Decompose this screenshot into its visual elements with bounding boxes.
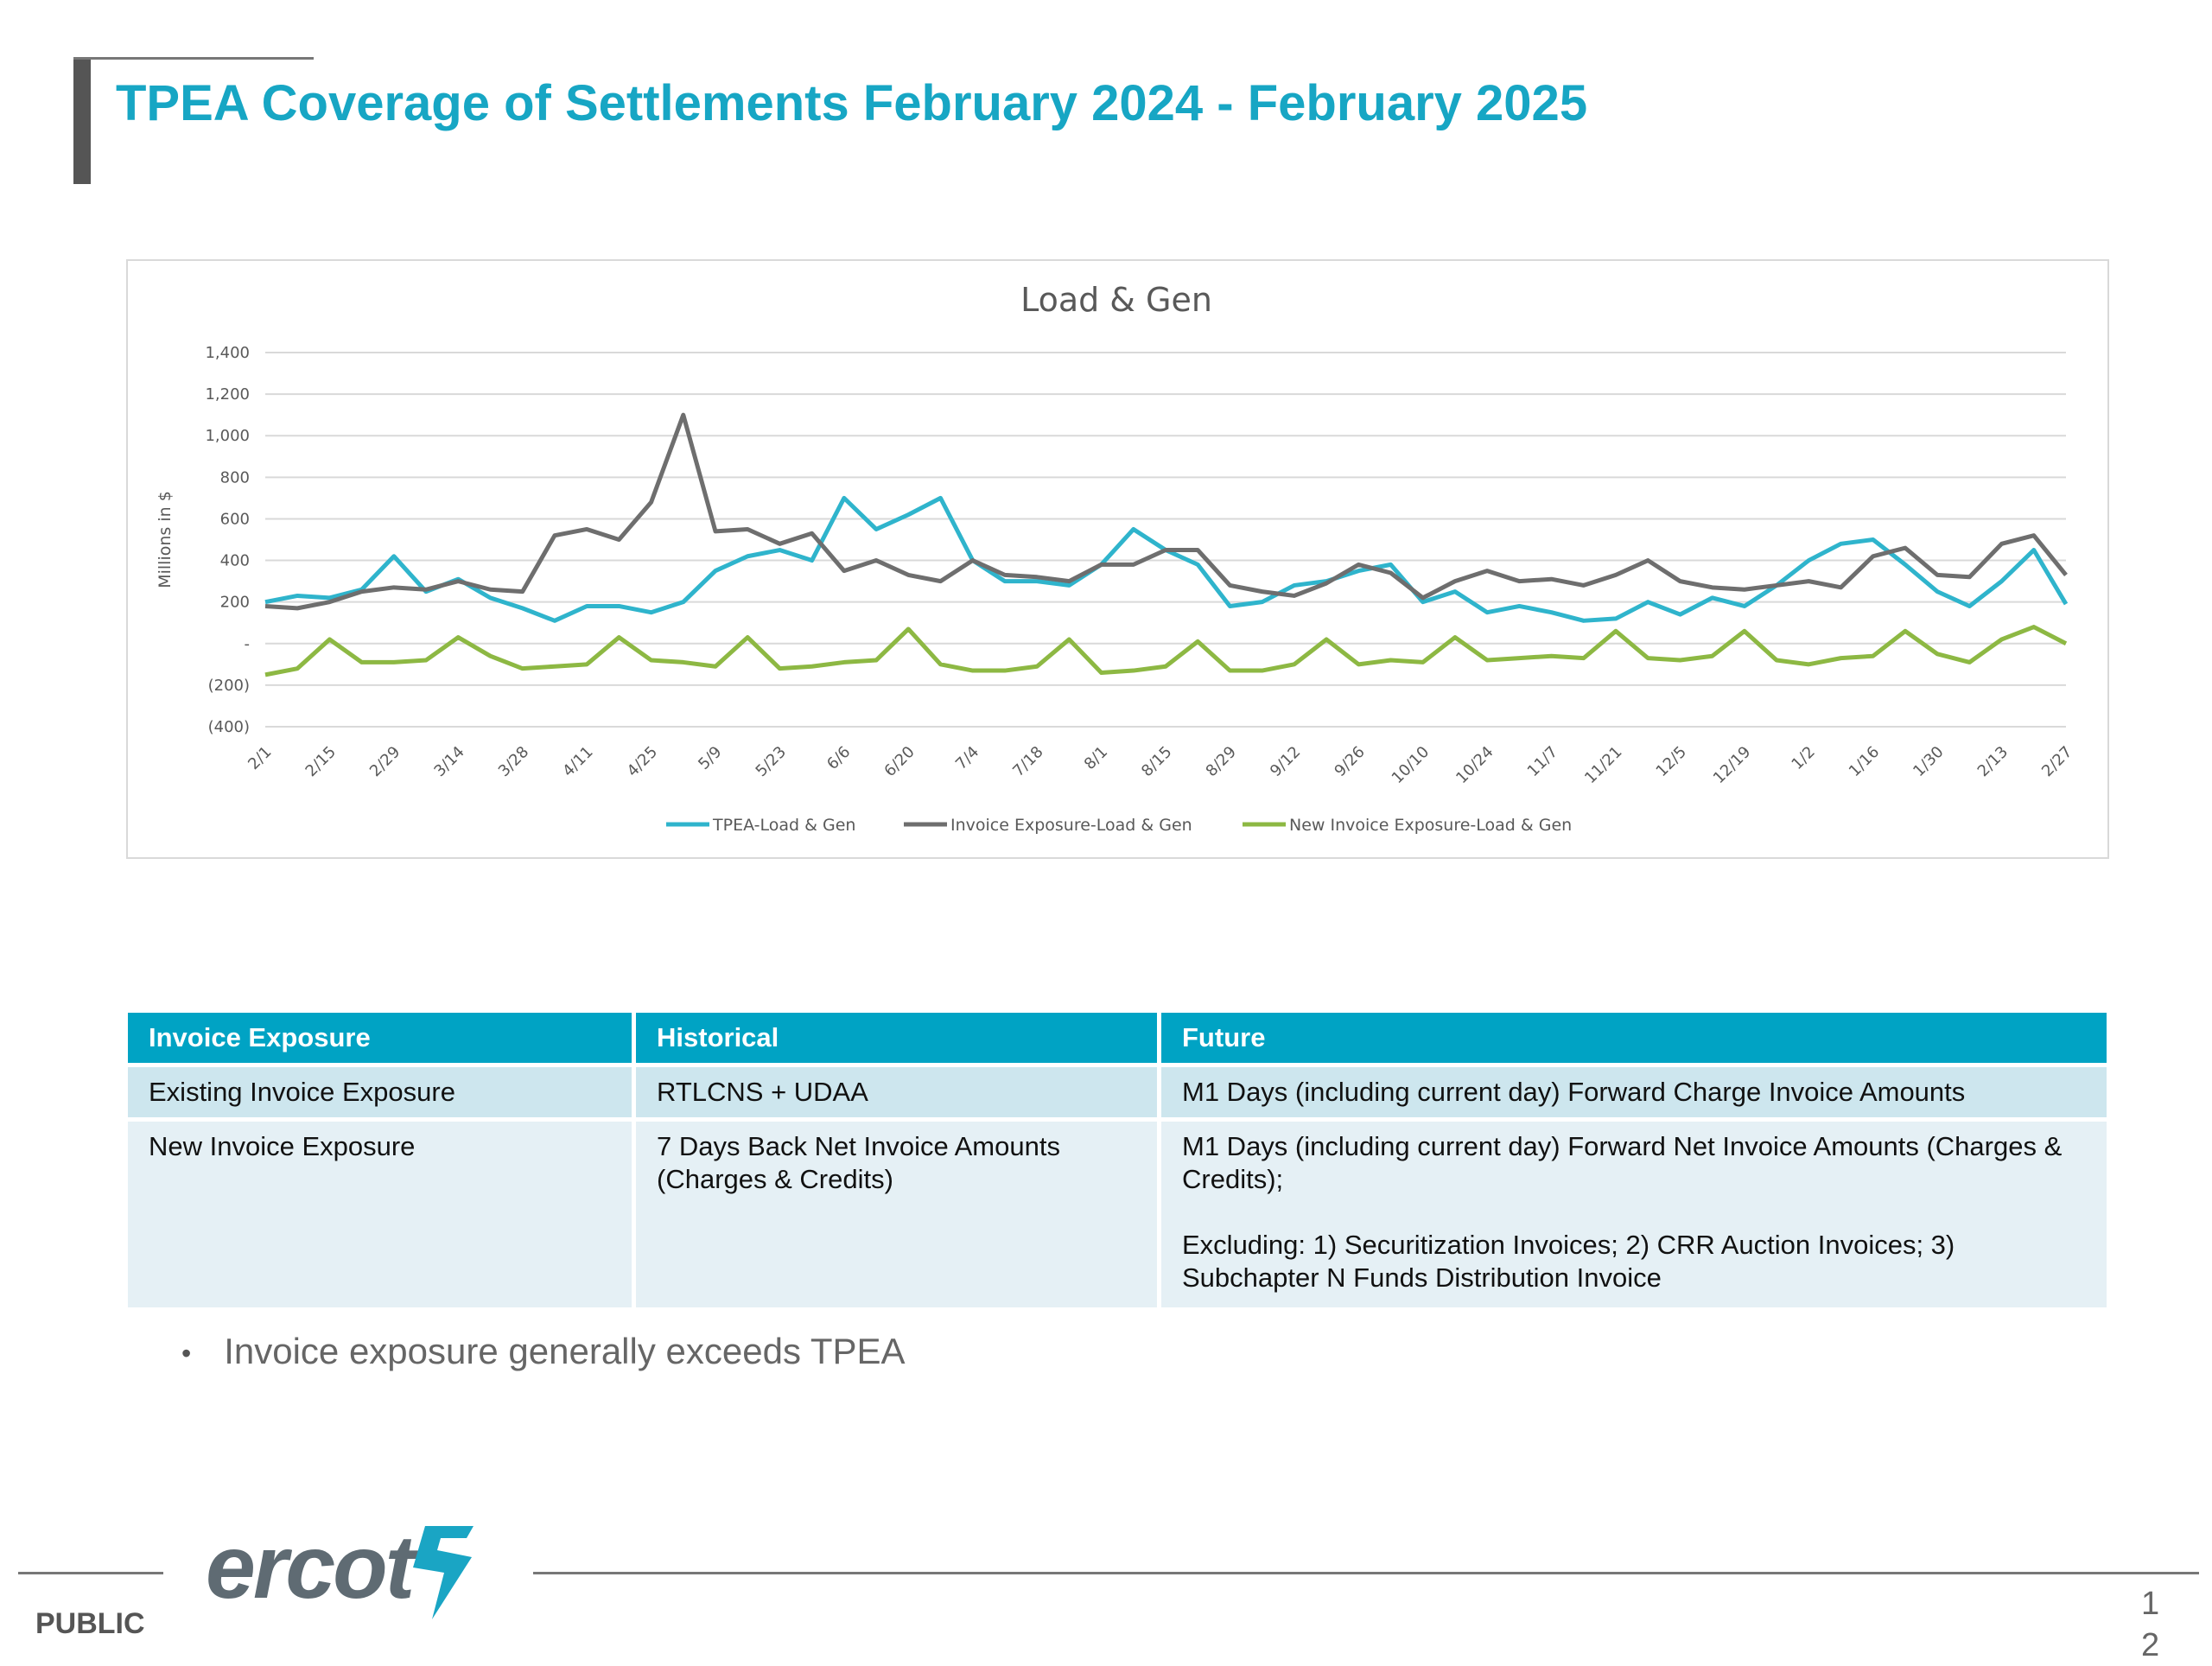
y-tick-label: (400)	[208, 718, 250, 736]
x-tick-label: 2/13	[1974, 743, 2012, 780]
y-tick-label: 400	[220, 552, 250, 570]
table: Invoice Exposure Historical Future Existin…	[124, 1008, 2111, 1312]
row: Existing Invoice Exposure RTLCNS + UDAA M1…	[128, 1067, 2107, 1117]
x-tick-label: 1/30	[1910, 743, 1947, 780]
x-tick-label: 2/1	[245, 743, 275, 773]
table-wrap: Invoice Exposure Historical Future Existin…	[124, 1008, 2111, 1312]
y-tick-label: (200)	[208, 677, 250, 695]
y-axis-label: Millions in $	[156, 491, 175, 588]
x-tick-label: 2/15	[302, 743, 340, 780]
footer-rule	[18, 1572, 163, 1574]
x-tick-label: 9/12	[1267, 743, 1304, 780]
x-tick-label: 11/7	[1524, 743, 1561, 780]
title-rule	[73, 57, 314, 60]
y-tick-label: 1,400	[205, 344, 250, 362]
x-tick-label: 6/20	[880, 743, 918, 780]
header-row: Invoice Exposure Historical Future	[128, 1013, 2107, 1063]
cell: New Invoice Exposure	[128, 1122, 632, 1307]
x-tick-label: 5/9	[695, 743, 725, 773]
page-number: 12	[2141, 1586, 2160, 1663]
y-tick-label: 800	[220, 468, 250, 486]
x-tick-label: 6/6	[823, 743, 854, 773]
x-tick-label: 1/16	[1846, 743, 1883, 780]
cell-paragraph: M1 Days (including current day) Forward …	[1182, 1131, 2063, 1194]
header-cell: Invoice Exposure	[128, 1013, 632, 1063]
x-tick-label: 12/19	[1710, 743, 1755, 788]
x-tick-label: 2/29	[366, 743, 404, 780]
chart-title: Load & Gen	[1020, 281, 1212, 319]
y-tick-label: 1,000	[205, 427, 250, 445]
header-cell: Historical	[636, 1013, 1157, 1063]
logo-icon	[413, 1526, 474, 1619]
series-line	[264, 412, 2068, 611]
cell: M1 Days (including current day) Forward …	[1161, 1067, 2107, 1117]
cell: 7 Days Back Net Invoice Amounts (Charges…	[636, 1122, 1157, 1307]
cell: M1 Days (including current day) Forward …	[1161, 1122, 2107, 1307]
x-tick-label: 9/26	[1331, 743, 1368, 780]
x-tick-label: 10/10	[1389, 743, 1433, 788]
y-tick-label: 200	[220, 594, 250, 612]
chart-frame	[126, 259, 2109, 859]
cell: Existing Invoice Exposure	[128, 1067, 632, 1117]
x-tick-label: 2/27	[2038, 743, 2075, 780]
legend-label: New Invoice Exposure-Load & Gen	[1289, 816, 1572, 835]
x-tick-label: 10/24	[1452, 743, 1497, 788]
x-tick-label: 4/25	[624, 743, 661, 780]
x-tick-label: 3/14	[430, 743, 467, 780]
cell: RTLCNS + UDAA	[636, 1067, 1157, 1117]
series-line	[264, 625, 2068, 677]
cell-paragraph: Excluding: 1) Securitization Invoices; 2…	[1182, 1230, 1955, 1293]
x-tick-label: 8/15	[1138, 743, 1175, 780]
title-bar	[73, 57, 91, 184]
y-tick-label: 1,200	[205, 385, 250, 404]
x-tick-label: 11/21	[1581, 743, 1626, 788]
classification: PUBLIC	[35, 1607, 145, 1640]
footer-rule	[533, 1572, 2199, 1574]
slide-title: TPEA Coverage of Settlements February 20…	[116, 75, 1588, 131]
header-cell: Future	[1161, 1013, 2107, 1063]
x-tick-label: 8/29	[1203, 743, 1240, 780]
y-tick-label: 600	[220, 510, 250, 528]
x-tick-label: 1/2	[1788, 743, 1818, 773]
x-tick-label: 12/5	[1653, 743, 1690, 780]
legend-label: TPEA-Load & Gen	[712, 816, 855, 835]
legend-label: Invoice Exposure-Load & Gen	[950, 816, 1192, 835]
x-tick-label: 8/1	[1081, 743, 1111, 773]
x-tick-label: 7/4	[952, 743, 982, 773]
logo-bolt	[413, 1526, 474, 1619]
bullet: Invoice exposure generally exceeds TPEA	[223, 1331, 905, 1372]
logo-text: ercot	[206, 1517, 415, 1618]
row: New Invoice Exposure 7 Days Back Net Invo…	[128, 1122, 2107, 1307]
chart: Load & Gen Millions in $ (400) (200) - 200 400…	[156, 281, 2076, 835]
x-tick-label: 5/23	[753, 743, 790, 780]
y-tick-label: -	[245, 635, 251, 653]
x-tick-label: 7/18	[1009, 743, 1046, 780]
x-tick-label: 4/11	[559, 743, 596, 780]
bullet-list: Invoice exposure generally exceeds TPEA	[223, 1331, 905, 1372]
x-tick-label: 3/28	[495, 743, 532, 780]
